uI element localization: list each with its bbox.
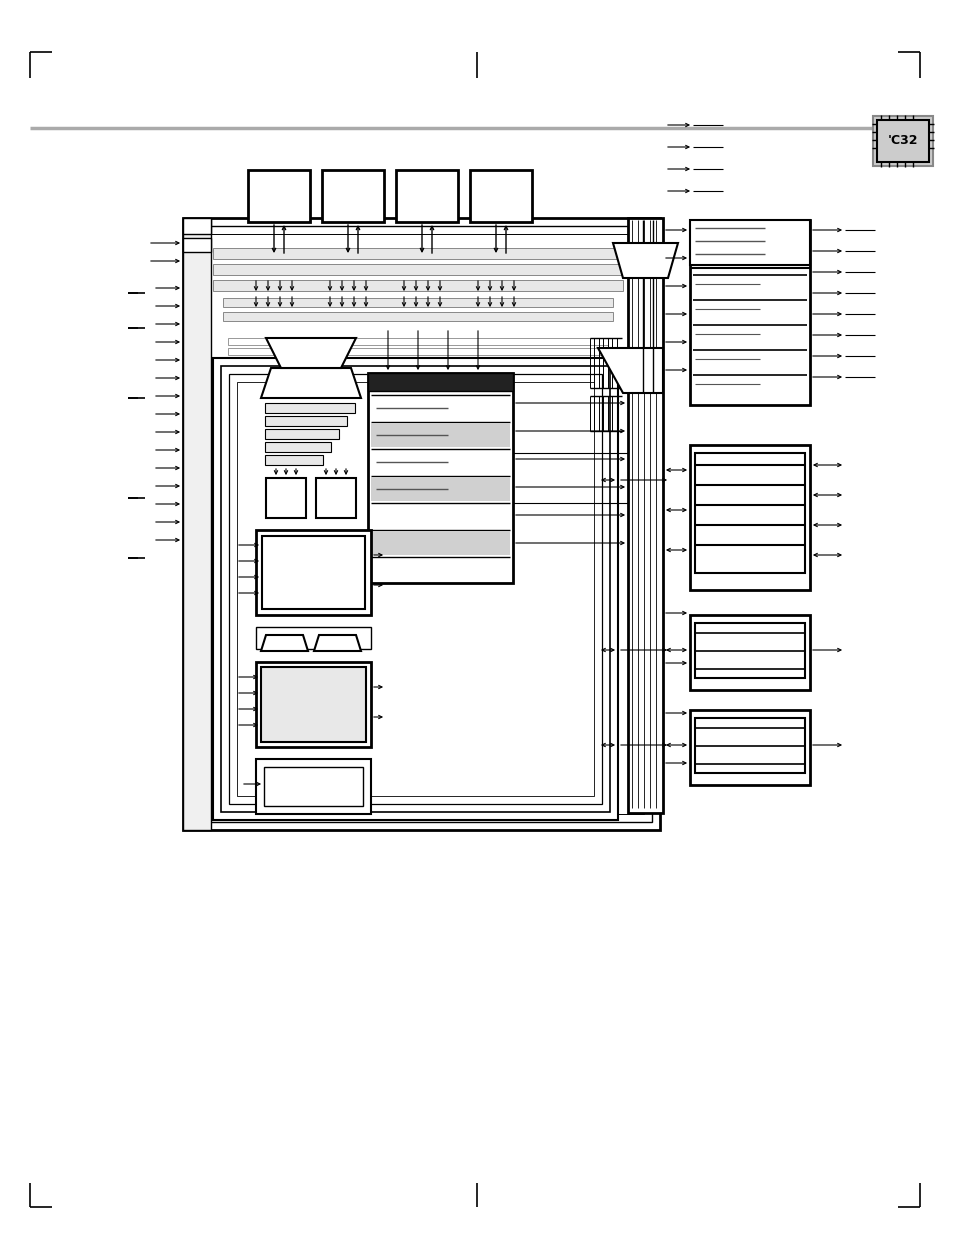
Bar	[255, 530, 371, 615]
Bar	[228, 378, 607, 385]
Bar	[255, 627, 371, 650]
Bar	[689, 710, 809, 785]
Bar	[223, 312, 613, 321]
Bar	[223, 298, 613, 308]
Bar	[228, 368, 607, 375]
Bar	[395, 170, 457, 222]
Bar	[689, 220, 809, 266]
Bar	[695, 453, 804, 573]
Bar	[264, 767, 363, 806]
Bar	[627, 219, 662, 813]
Bar	[213, 264, 622, 275]
Polygon shape	[261, 368, 360, 398]
Bar	[315, 478, 355, 517]
Bar	[228, 358, 607, 366]
Bar	[371, 531, 510, 555]
Polygon shape	[261, 635, 308, 651]
Bar	[470, 170, 532, 222]
Bar	[183, 219, 211, 233]
Bar	[695, 622, 804, 678]
Bar	[261, 667, 366, 742]
Bar	[255, 760, 371, 814]
Bar	[213, 358, 618, 820]
Bar	[368, 373, 513, 583]
Bar	[236, 382, 594, 797]
Bar	[689, 615, 809, 690]
Bar	[368, 373, 513, 391]
Bar	[183, 238, 211, 252]
Bar	[213, 248, 622, 259]
Polygon shape	[266, 338, 355, 368]
Bar	[371, 477, 510, 501]
Bar	[695, 718, 804, 773]
Bar	[228, 338, 607, 345]
Bar	[221, 366, 609, 811]
Text: 'C32: 'C32	[887, 135, 918, 147]
Bar	[689, 220, 809, 405]
Polygon shape	[598, 348, 662, 393]
Bar	[371, 424, 510, 447]
Bar	[265, 442, 331, 452]
Bar	[265, 416, 347, 426]
Bar	[876, 120, 928, 162]
Bar	[199, 233, 643, 814]
Bar	[183, 219, 211, 830]
Bar	[228, 348, 607, 354]
Bar	[183, 219, 659, 830]
Bar	[262, 536, 365, 609]
Bar	[266, 478, 306, 517]
Bar	[191, 226, 651, 823]
Bar	[255, 662, 371, 747]
Bar	[229, 374, 601, 804]
Bar	[322, 170, 384, 222]
Polygon shape	[314, 635, 360, 651]
Bar	[689, 445, 809, 590]
Bar	[265, 454, 323, 466]
Bar	[248, 170, 310, 222]
Bar	[213, 280, 622, 291]
Polygon shape	[613, 243, 678, 278]
Bar	[265, 429, 338, 438]
Bar	[265, 403, 355, 412]
Bar	[872, 116, 932, 165]
